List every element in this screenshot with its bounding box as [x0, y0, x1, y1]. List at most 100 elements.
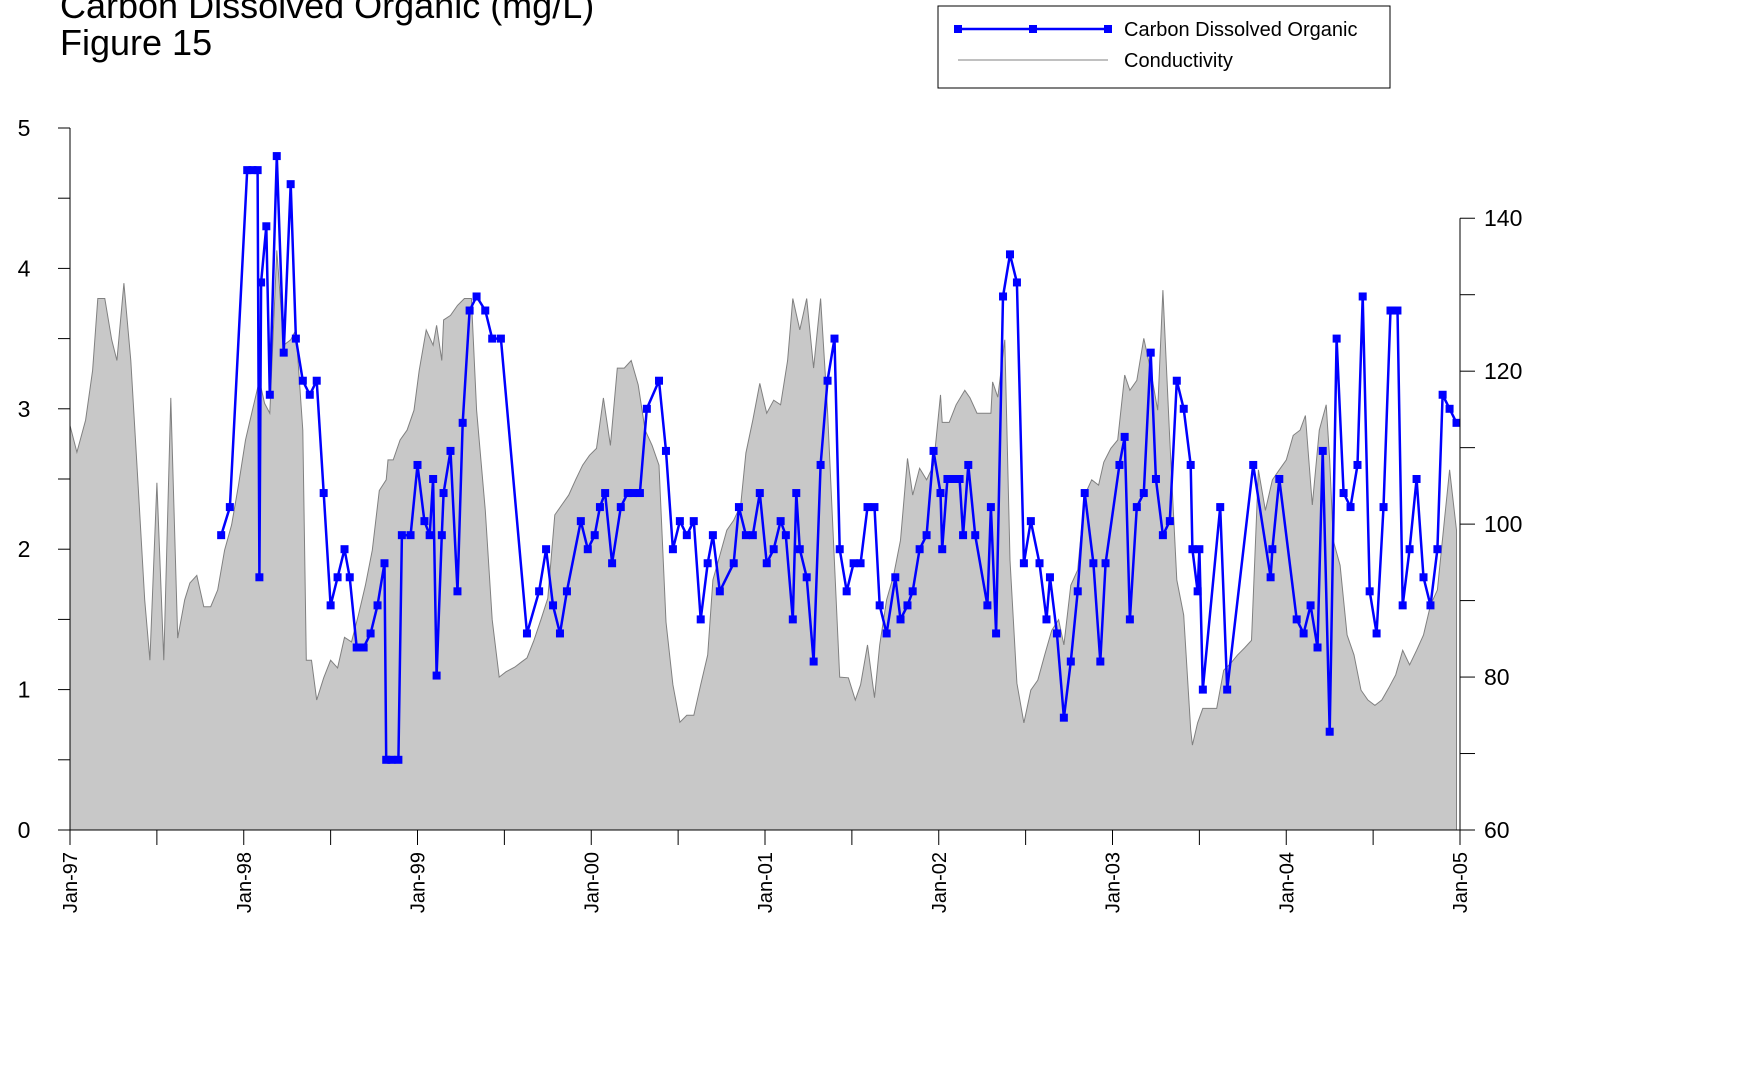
marker	[286, 180, 295, 189]
marker	[1292, 615, 1301, 624]
marker	[823, 376, 832, 385]
marker	[628, 489, 637, 498]
marker	[830, 334, 839, 343]
marker	[387, 755, 396, 764]
marker	[715, 587, 724, 596]
legend-marker	[954, 25, 962, 33]
marker	[262, 222, 271, 231]
marker	[1158, 531, 1167, 540]
y2-tick-label: 80	[1484, 664, 1510, 690]
marker	[1125, 615, 1134, 624]
marker	[896, 615, 905, 624]
marker	[642, 404, 651, 413]
marker	[929, 446, 938, 455]
marker	[809, 657, 818, 666]
marker	[1306, 601, 1315, 610]
marker	[397, 531, 406, 540]
marker	[1365, 587, 1374, 596]
marker	[1052, 629, 1061, 638]
chart-title: Carbon Dissolved Organic (mg/L)	[60, 0, 594, 26]
marker	[1120, 432, 1129, 441]
y2-tick-label: 140	[1484, 205, 1522, 231]
legend-box	[937, 5, 1391, 89]
marker	[856, 559, 865, 568]
marker	[616, 503, 625, 512]
marker	[333, 573, 342, 582]
legend-label: Conductivity	[1124, 50, 1233, 72]
marker	[682, 531, 691, 540]
marker	[734, 503, 743, 512]
marker	[1379, 503, 1388, 512]
marker	[1346, 503, 1355, 512]
marker	[1249, 460, 1258, 469]
marker	[708, 531, 717, 540]
marker	[1358, 292, 1367, 301]
marker	[458, 418, 467, 427]
marker	[382, 755, 391, 764]
marker	[703, 559, 712, 568]
marker	[1132, 503, 1141, 512]
marker	[655, 376, 664, 385]
marker	[1035, 559, 1044, 568]
marker	[1101, 559, 1110, 568]
marker	[437, 531, 446, 540]
x-tick-label: Jan-04	[1276, 852, 1298, 913]
x-tick-label: Jan-98	[234, 852, 256, 913]
marker	[352, 643, 361, 652]
marker	[903, 601, 912, 610]
marker	[265, 390, 274, 399]
marker	[465, 306, 474, 315]
marker	[915, 545, 924, 554]
marker	[1172, 376, 1181, 385]
y2-tick-label: 120	[1484, 358, 1522, 384]
marker	[481, 306, 490, 315]
marker	[1139, 489, 1148, 498]
marker	[1195, 545, 1204, 554]
marker	[1266, 573, 1275, 582]
marker	[1026, 517, 1035, 526]
marker	[1419, 573, 1428, 582]
marker	[340, 545, 349, 554]
marker	[1193, 587, 1202, 596]
marker	[696, 615, 705, 624]
marker	[1059, 713, 1068, 722]
marker	[522, 629, 531, 638]
marker	[1268, 545, 1277, 554]
marker	[1096, 657, 1105, 666]
marker	[802, 573, 811, 582]
marker	[1398, 601, 1407, 610]
marker	[1005, 250, 1014, 259]
marker	[1313, 643, 1322, 652]
marker	[1445, 404, 1454, 413]
marker	[555, 629, 564, 638]
y-tick-label: 4	[18, 255, 31, 281]
marker	[1165, 517, 1174, 526]
marker	[661, 446, 670, 455]
marker	[291, 334, 300, 343]
y-tick-label: 1	[18, 677, 31, 703]
x-tick-label: Jan-02	[929, 852, 951, 913]
y-tick-label: 0	[18, 817, 31, 843]
marker	[380, 559, 389, 568]
marker	[1433, 545, 1442, 554]
legend-marker	[1104, 25, 1112, 33]
marker	[576, 517, 585, 526]
marker	[950, 475, 959, 483]
marker	[217, 531, 226, 540]
marker	[1438, 390, 1447, 399]
marker	[1388, 306, 1397, 315]
marker	[755, 489, 764, 498]
marker	[936, 489, 945, 498]
marker	[882, 629, 891, 638]
marker	[406, 531, 415, 540]
marker	[1275, 475, 1284, 483]
marker	[835, 545, 844, 554]
marker	[986, 503, 995, 512]
marker	[983, 601, 992, 610]
marker	[1325, 727, 1334, 736]
marker	[1179, 404, 1188, 413]
legend-label: Carbon Dissolved Organic	[1124, 19, 1357, 41]
marker	[795, 545, 804, 554]
marker	[1339, 489, 1348, 498]
marker	[305, 390, 314, 399]
